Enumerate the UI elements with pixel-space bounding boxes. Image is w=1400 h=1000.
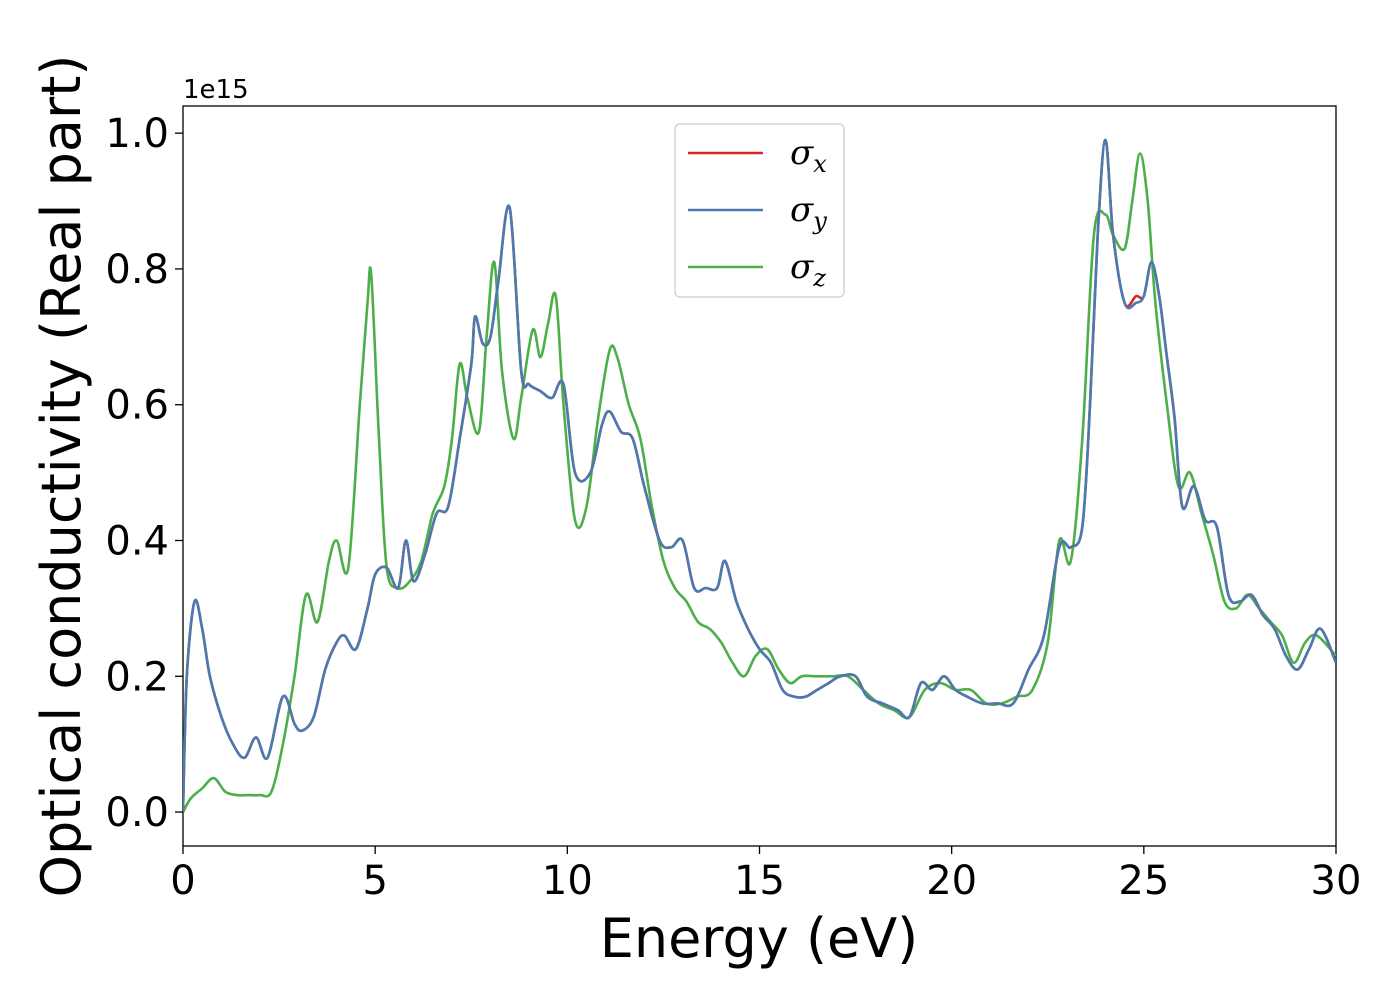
y-tick-label: 0.4 [105,518,169,564]
legend-label-y: σy [790,190,827,235]
x-tick-label: 30 [1311,858,1362,904]
legend-label-x: σx [790,133,827,178]
x-axis-ticks: 0 5 10 15 20 25 30 [170,846,1361,904]
series-line-z [183,152,1336,813]
x-tick-label: 5 [362,858,387,904]
series-line-y [183,138,1336,813]
y-axis-offset-label: 1e15 [183,75,249,105]
x-tick-label: 20 [926,858,977,904]
y-tick-label: 0.0 [105,790,169,836]
x-tick-label: 15 [734,858,785,904]
y-tick-label: 1.0 [105,111,169,157]
legend-label-z: σz [790,247,826,292]
x-tick-label: 25 [1118,858,1169,904]
legend: σx σy σz [674,123,845,298]
y-tick-label: 0.6 [105,383,169,429]
x-axis-label: Energy (eV) [600,907,919,970]
x-tick-label: 10 [542,858,593,904]
series-layer [183,138,1336,813]
y-axis-ticks: 0.0 0.2 0.4 0.6 0.8 1.0 [105,111,183,836]
y-tick-label: 0.2 [105,654,169,700]
y-tick-label: 0.8 [105,247,169,293]
x-tick-label: 0 [170,858,195,904]
y-axis-label: Optical conductivity (Real part) [30,55,93,898]
